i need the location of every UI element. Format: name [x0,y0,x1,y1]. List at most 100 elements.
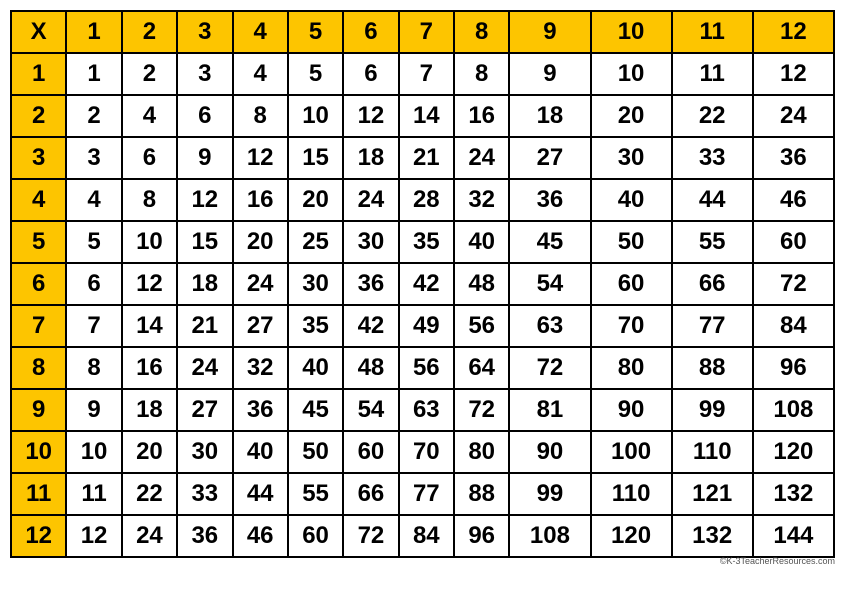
table-row: 6 6 12 18 24 30 36 42 48 54 60 66 72 [11,263,834,305]
cell: 33 [177,473,232,515]
cell: 132 [672,515,753,557]
row-header: 11 [11,473,66,515]
cell: 120 [591,515,672,557]
row-header: 4 [11,179,66,221]
cell: 8 [122,179,177,221]
cell: 24 [233,263,288,305]
cell: 55 [288,473,343,515]
row-header: 5 [11,221,66,263]
cell: 36 [233,389,288,431]
cell: 55 [672,221,753,263]
cell: 8 [233,95,288,137]
cell: 6 [122,137,177,179]
cell: 33 [672,137,753,179]
table-row: 4 4 8 12 16 20 24 28 32 36 40 44 46 [11,179,834,221]
cell: 24 [177,347,232,389]
row-header: 9 [11,389,66,431]
cell: 18 [177,263,232,305]
row-header: 2 [11,95,66,137]
cell: 10 [122,221,177,263]
table-row: 8 8 16 24 32 40 48 56 64 72 80 88 96 [11,347,834,389]
cell: 12 [177,179,232,221]
cell: 15 [288,137,343,179]
cell: 8 [454,53,509,95]
table-row: 5 5 10 15 20 25 30 35 40 45 50 55 60 [11,221,834,263]
cell: 77 [672,305,753,347]
row-header: 3 [11,137,66,179]
cell: 45 [288,389,343,431]
col-header: 9 [509,11,590,53]
cell: 4 [233,53,288,95]
cell: 8 [66,347,121,389]
cell: 10 [66,431,121,473]
col-header: 4 [233,11,288,53]
cell: 11 [672,53,753,95]
cell: 21 [399,137,454,179]
col-header: 6 [343,11,398,53]
cell: 20 [233,221,288,263]
cell: 30 [343,221,398,263]
table-row: 11 11 22 33 44 55 66 77 88 99 110 121 13… [11,473,834,515]
cell: 46 [233,515,288,557]
cell: 132 [753,473,834,515]
col-header: 10 [591,11,672,53]
cell: 72 [343,515,398,557]
row-header: 7 [11,305,66,347]
cell: 15 [177,221,232,263]
table-row: 10 10 20 30 40 50 60 70 80 90 100 110 12… [11,431,834,473]
cell: 36 [343,263,398,305]
cell: 18 [343,137,398,179]
cell: 14 [122,305,177,347]
cell: 9 [509,53,590,95]
table-row: 12 12 24 36 46 60 72 84 96 108 120 132 1… [11,515,834,557]
cell: 54 [509,263,590,305]
row-header: 1 [11,53,66,95]
cell: 16 [233,179,288,221]
cell: 18 [122,389,177,431]
table-row: 2 2 4 6 8 10 12 14 16 18 20 22 24 [11,95,834,137]
cell: 120 [753,431,834,473]
cell: 90 [509,431,590,473]
cell: 35 [288,305,343,347]
cell: 20 [122,431,177,473]
cell: 10 [591,53,672,95]
cell: 110 [672,431,753,473]
cell: 40 [591,179,672,221]
col-header: 11 [672,11,753,53]
cell: 80 [591,347,672,389]
credit-text: ©K-3TeacherResources.com [10,556,835,566]
cell: 49 [399,305,454,347]
cell: 6 [177,95,232,137]
cell: 46 [753,179,834,221]
cell: 72 [454,389,509,431]
table-row: 1 1 2 3 4 5 6 7 8 9 10 11 12 [11,53,834,95]
col-header: 5 [288,11,343,53]
cell: 25 [288,221,343,263]
cell: 6 [343,53,398,95]
cell: 56 [399,347,454,389]
cell: 121 [672,473,753,515]
cell: 70 [399,431,454,473]
cell: 40 [288,347,343,389]
header-row: X 1 2 3 4 5 6 7 8 9 10 11 12 [11,11,834,53]
cell: 56 [454,305,509,347]
cell: 66 [343,473,398,515]
cell: 84 [399,515,454,557]
cell: 20 [288,179,343,221]
col-header: 3 [177,11,232,53]
cell: 63 [399,389,454,431]
cell: 110 [591,473,672,515]
cell: 66 [672,263,753,305]
cell: 3 [177,53,232,95]
col-header: 7 [399,11,454,53]
cell: 9 [66,389,121,431]
row-header: 6 [11,263,66,305]
cell: 20 [591,95,672,137]
cell: 99 [672,389,753,431]
cell: 40 [454,221,509,263]
cell: 2 [66,95,121,137]
corner-cell: X [11,11,66,53]
cell: 42 [399,263,454,305]
table-row: 7 7 14 21 27 35 42 49 56 63 70 77 84 [11,305,834,347]
cell: 99 [509,473,590,515]
